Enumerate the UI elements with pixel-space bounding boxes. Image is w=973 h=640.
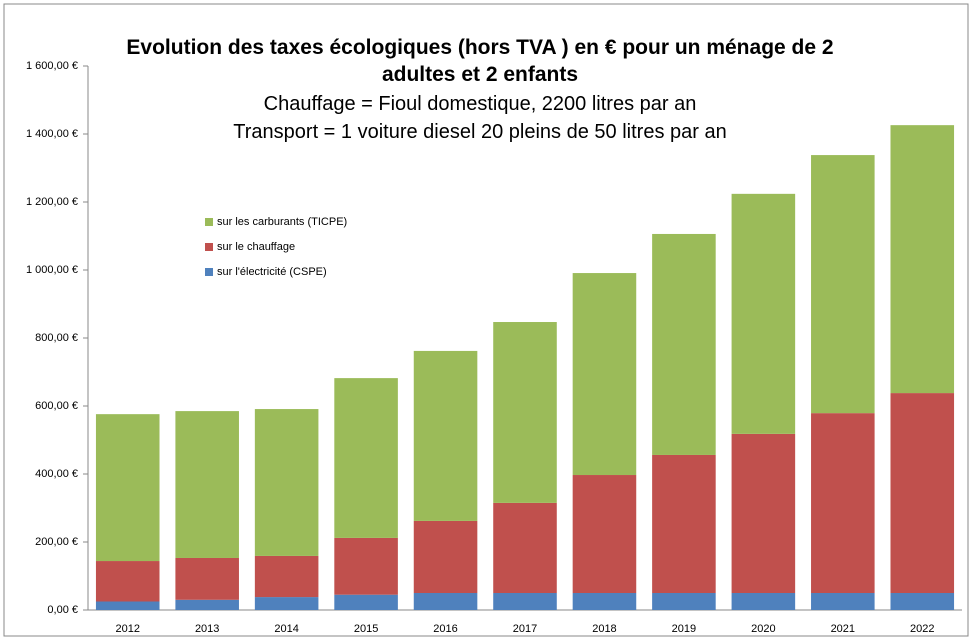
bar-segment xyxy=(572,475,637,593)
bar-segment xyxy=(175,557,239,600)
x-tick-label: 2018 xyxy=(592,623,616,635)
subtitle: Chauffage = Fioul domestique, 2200 litre… xyxy=(263,93,697,115)
bar-segment xyxy=(175,411,239,558)
y-tick-label: 1 200,00 € xyxy=(26,196,78,208)
subtitle: Transport = 1 voiture diesel 20 pleins d… xyxy=(233,121,727,143)
bar-segment xyxy=(811,593,875,610)
bar-segment xyxy=(493,593,557,610)
x-tick-label: 2012 xyxy=(115,623,139,635)
legend-label: sur le chauffage xyxy=(217,241,295,253)
legend-label: sur l'électricité (CSPE) xyxy=(217,266,327,278)
y-tick-label: 400,00 € xyxy=(35,468,78,480)
x-tick-label: 2013 xyxy=(195,623,219,635)
x-tick-label: 2014 xyxy=(274,623,298,635)
bar-segment xyxy=(652,454,716,593)
bar-segment xyxy=(731,433,796,593)
bar-segment xyxy=(493,502,557,593)
bar-segment xyxy=(413,350,478,521)
legend-label: sur les carburants (TICPE) xyxy=(217,216,347,228)
chart-border xyxy=(3,3,969,637)
bar-segment xyxy=(731,193,796,434)
bar-segment xyxy=(95,414,160,562)
y-tick-label: 800,00 € xyxy=(35,332,78,344)
bar-segment xyxy=(254,597,319,610)
bar-segment xyxy=(811,413,875,593)
x-tick-label: 2020 xyxy=(751,623,775,635)
bar-segment xyxy=(254,555,319,598)
y-tick-label: 200,00 € xyxy=(35,536,78,548)
chart-title: Evolution des taxes écologiques (hors TV… xyxy=(126,36,834,86)
legend-swatch xyxy=(205,243,213,251)
legend-swatch xyxy=(205,268,213,276)
bar-segment xyxy=(890,125,955,394)
x-tick-label: 2021 xyxy=(831,623,855,635)
legend-swatch xyxy=(205,218,213,226)
bar-segment xyxy=(334,537,398,595)
bar-segment xyxy=(175,599,239,610)
bar-segment xyxy=(413,593,478,610)
x-tick-label: 2022 xyxy=(910,623,934,635)
bar-segment xyxy=(652,593,716,610)
bar-segment xyxy=(334,594,398,610)
bar-segment xyxy=(731,593,796,610)
x-tick-label: 2016 xyxy=(433,623,457,635)
bar-segment xyxy=(95,601,160,610)
bar-segment xyxy=(493,322,557,503)
bar-segment xyxy=(890,393,955,593)
subtitle-block: Chauffage = Fioul domestique, 2200 litre… xyxy=(120,90,840,146)
bar-segment xyxy=(572,593,637,610)
bar-segment xyxy=(652,233,716,455)
y-tick-label: 0,00 € xyxy=(47,604,78,616)
bar-segment xyxy=(95,561,160,602)
x-tick-label: 2019 xyxy=(672,623,696,635)
bar-segment xyxy=(811,155,875,414)
y-tick-label: 1 600,00 € xyxy=(26,60,78,72)
x-tick-label: 2017 xyxy=(513,623,537,635)
y-tick-label: 600,00 € xyxy=(35,400,78,412)
bar-segment xyxy=(413,520,478,593)
y-tick-label: 1 400,00 € xyxy=(26,128,78,140)
bar-segment xyxy=(254,409,319,556)
x-tick-label: 2015 xyxy=(354,623,378,635)
bar-segment xyxy=(890,593,955,610)
bar-segment xyxy=(572,273,637,476)
bar-segment xyxy=(334,378,398,538)
y-tick-label: 1 000,00 € xyxy=(26,264,78,276)
